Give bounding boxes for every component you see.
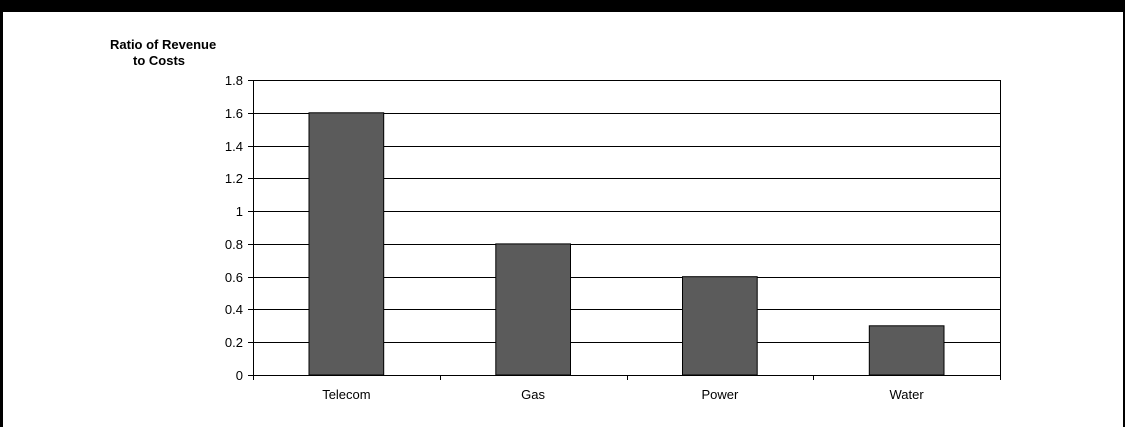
y-tick-label: 1.8 [225, 73, 243, 88]
y-axis-label-line-1: Ratio of Revenue [110, 37, 217, 52]
y-tick-label: 0 [236, 368, 243, 383]
x-tick-label: Gas [521, 387, 545, 402]
y-axis-label: Ratio of Revenue to Costs [110, 37, 320, 69]
y-tick-label: 0.8 [225, 237, 243, 252]
bar-telecom [308, 112, 385, 376]
y-axis-label-line-2: to Costs [133, 53, 185, 68]
y-tick-label: 1.4 [225, 139, 243, 154]
x-tick-label: Water [889, 387, 924, 402]
y-tick-label: 1 [236, 204, 243, 219]
y-tick-label: 0.2 [225, 335, 243, 350]
bar-gas [495, 243, 571, 376]
x-tick-label: Telecom [322, 387, 370, 402]
y-tick-label: 1.2 [225, 171, 243, 186]
bar-water [868, 325, 945, 376]
x-tick-label: Power [701, 387, 739, 402]
y-tick-label: 1.6 [225, 106, 243, 121]
bar-power [682, 276, 758, 376]
y-tick-label: 0.4 [225, 302, 243, 317]
y-tick-label: 0.6 [225, 270, 243, 285]
